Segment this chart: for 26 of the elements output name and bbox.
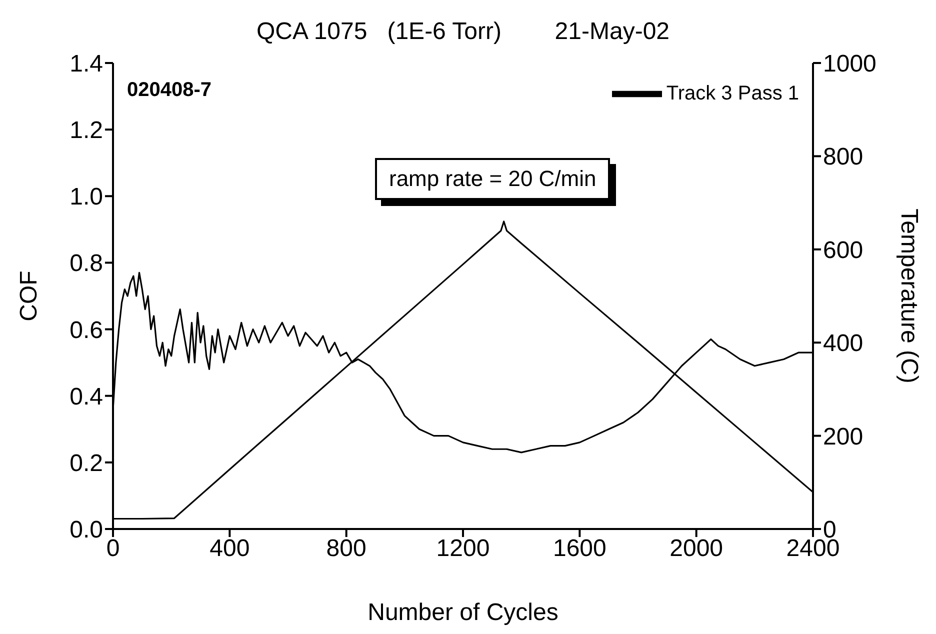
y-tick-label: 0.4: [70, 383, 103, 410]
y-tick-label: 1.0: [70, 184, 103, 211]
x-tick-label: 400: [210, 535, 250, 562]
y-tick-label: 0.2: [70, 450, 103, 477]
x-tick-label: 2000: [670, 535, 724, 562]
annotation: ramp rate = 20 C/min: [375, 158, 610, 200]
x-tick-label: 1200: [436, 535, 490, 562]
y2-tick-label: 400: [823, 330, 864, 358]
y-tick-label: 0.8: [70, 250, 103, 278]
chart-title: QCA 1075 (1E-6 Torr) 21-May-02: [255, 18, 671, 46]
y2-tick-label: 800: [823, 144, 864, 171]
y-tick-label: 1.4: [70, 50, 103, 78]
y2-tick-label: 1000: [823, 50, 876, 78]
x-tick-label: 0: [106, 535, 120, 562]
y-axis-title: COF: [16, 270, 43, 322]
y2-axis-title: Temperature (C): [895, 208, 922, 384]
y2-tick-label: 200: [823, 423, 864, 450]
x-tick-label: 800: [326, 535, 366, 562]
x-tick-label: 1600: [552, 535, 606, 562]
y-tick-label: 0.6: [70, 316, 103, 344]
legend-label: Track 3 Pass 1: [666, 82, 799, 104]
annotation: 020408-7: [127, 79, 212, 102]
y-tick-label: 0.0: [70, 516, 103, 544]
y-tick-label: 1.2: [70, 117, 103, 144]
y2-tick-label: 600: [823, 236, 864, 264]
x-axis-title: Number of Cycles: [368, 599, 558, 626]
